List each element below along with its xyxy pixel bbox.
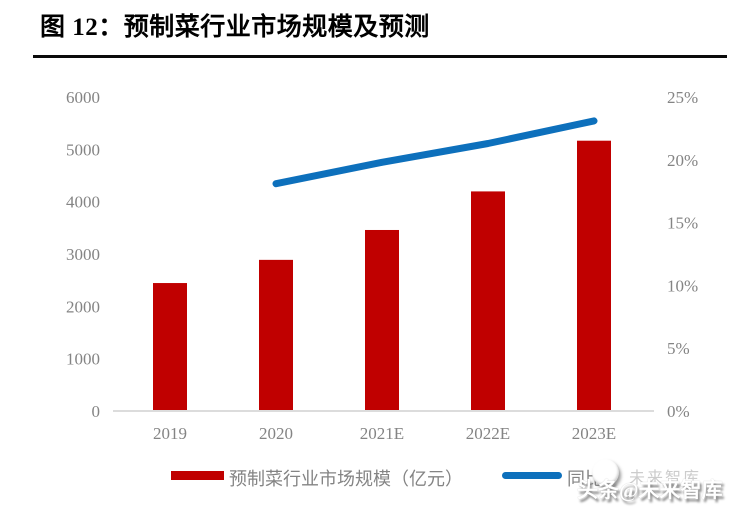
x-axis-label-2021E: 2021E: [360, 424, 404, 443]
bar-2019: [153, 283, 187, 410]
bar-2023E: [577, 140, 611, 410]
figure-title: 图 12：预制菜行业市场规模及预测: [40, 14, 430, 41]
left-axis-tick-2000: 2000: [66, 297, 100, 316]
right-axis-tick-20%: 20%: [667, 151, 698, 170]
legend-label-market-size: 预制菜行业市场规模（亿元）: [229, 469, 463, 489]
x-axis-label-2022E: 2022E: [466, 424, 510, 443]
x-axis-label-2023E: 2023E: [572, 424, 616, 443]
watermark-text: 头条@未来智库: [577, 478, 723, 502]
bar-2022E: [471, 191, 505, 410]
right-axis-tick-10%: 10%: [667, 276, 698, 295]
title-underline: [33, 55, 727, 58]
left-axis-tick-3000: 3000: [66, 245, 100, 264]
left-axis-tick-5000: 5000: [66, 140, 100, 159]
legend-swatch-market-size: [171, 471, 224, 480]
right-axis-tick-25%: 25%: [667, 88, 698, 107]
left-axis-tick-4000: 4000: [66, 193, 100, 212]
bar-2021E: [365, 229, 399, 410]
left-axis-tick-6000: 6000: [66, 88, 100, 107]
yoy-growth-line: [272, 117, 598, 188]
bar-2020: [259, 259, 293, 410]
left-axis-tick-1000: 1000: [66, 350, 100, 369]
right-axis-tick-15%: 15%: [667, 214, 698, 233]
x-axis-label-2019: 2019: [153, 424, 187, 443]
watermark-ghost-text: 未来智库: [629, 470, 702, 487]
toutiao-face-logo-icon: [592, 459, 619, 486]
right-axis-tick-0%: 0%: [667, 402, 690, 421]
x-axis-label-2020: 2020: [259, 424, 293, 443]
legend-swatch-yoy-growth: [502, 472, 562, 479]
right-axis-tick-5%: 5%: [667, 339, 690, 358]
left-axis-tick-0: 0: [92, 402, 101, 421]
